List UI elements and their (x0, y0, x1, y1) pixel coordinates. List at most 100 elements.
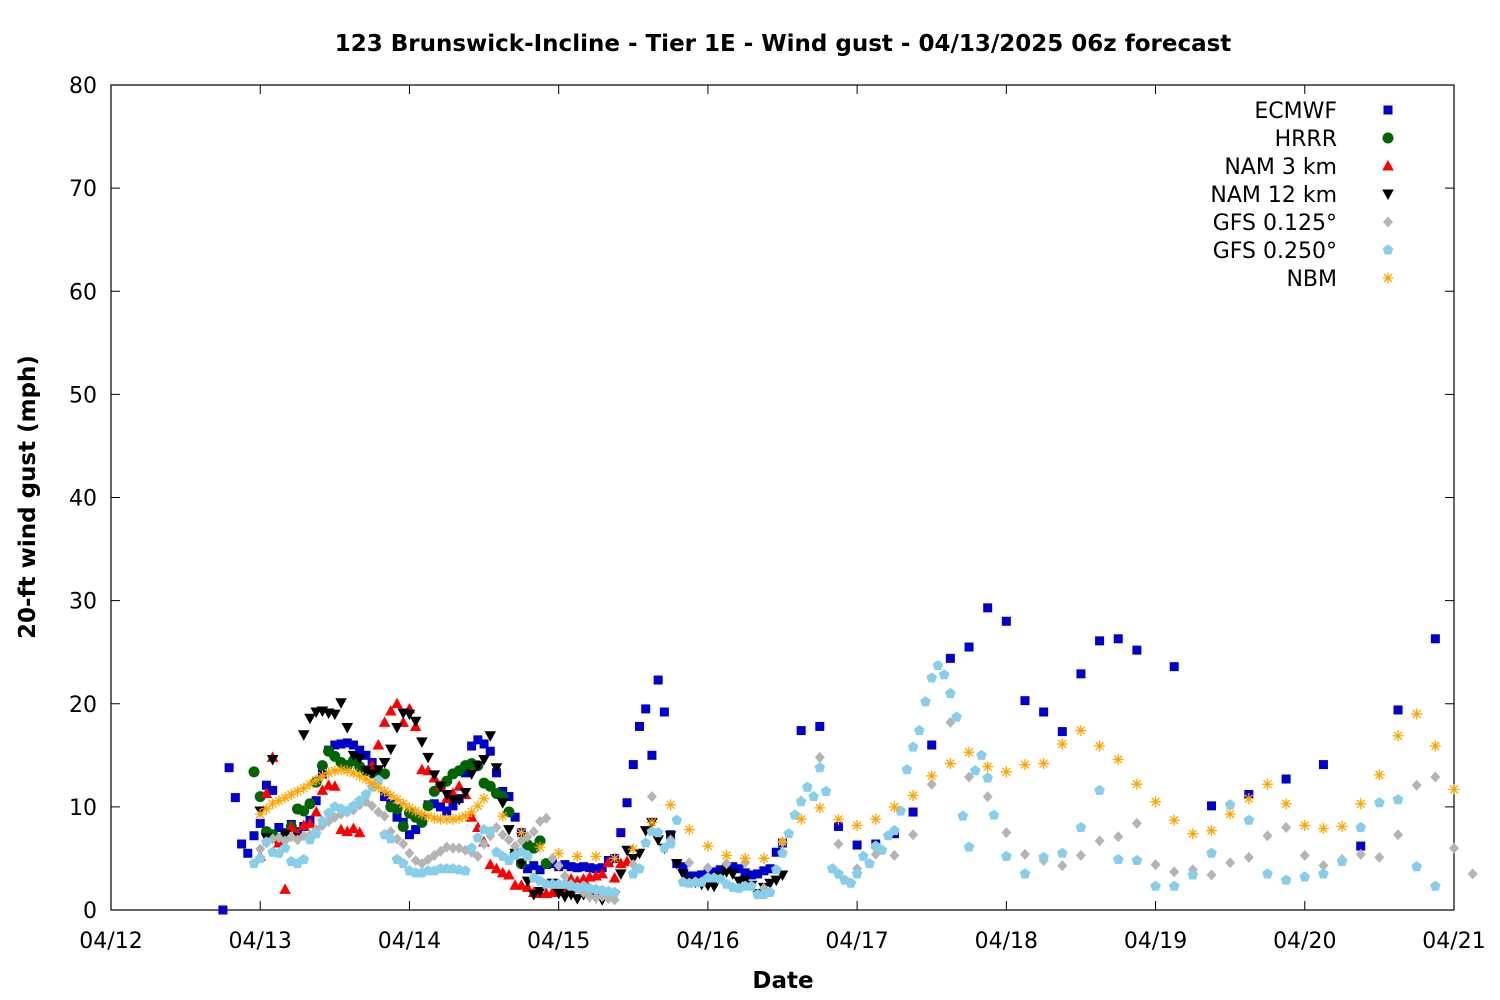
point-nbm (379, 785, 391, 797)
point-nam-3-km (490, 862, 503, 874)
point-nbm (254, 808, 266, 820)
point-nbm (795, 813, 807, 825)
point-gfs-0-250 (373, 774, 384, 785)
point-gfs-0-250 (254, 852, 266, 863)
point-ecmwf (255, 818, 265, 828)
point-gfs-0-125 (497, 829, 508, 841)
point-nam-12-km (565, 890, 577, 901)
x-tick-label: 04/12 (79, 929, 142, 954)
point-nam-12-km (515, 859, 528, 870)
point-nbm (1317, 823, 1329, 835)
point-ecmwf (342, 738, 352, 748)
point-gfs-0-125 (721, 858, 732, 870)
point-gfs-0-250 (976, 749, 987, 760)
point-gfs-0-125 (479, 838, 490, 850)
point-nbm (683, 824, 695, 836)
point-gfs-0-250 (777, 847, 788, 858)
point-gfs-0-250 (1318, 868, 1329, 879)
point-gfs-0-250 (957, 810, 969, 821)
point-nbm (1280, 798, 1292, 810)
point-nam-12-km (571, 894, 584, 905)
point-nbm (665, 799, 677, 811)
point-nam-3-km (372, 739, 385, 750)
point-ecmwf (1356, 841, 1366, 851)
point-nbm (459, 810, 471, 822)
point-hrrr (391, 803, 403, 815)
y-tick-label: 0 (83, 899, 97, 924)
point-gfs-0-250 (814, 762, 826, 773)
point-ecmwf (796, 726, 806, 736)
point-nbm (721, 849, 733, 861)
point-nbm (422, 810, 434, 822)
point-nbm (1187, 828, 1199, 840)
point-ecmwf (653, 675, 663, 685)
point-gfs-0-250 (1224, 799, 1236, 810)
x-tick-label: 04/16 (676, 929, 739, 954)
point-ecmwf (647, 750, 657, 760)
point-nbm (571, 850, 583, 862)
point-nam-3-km (484, 858, 497, 870)
y-tick-label: 20 (69, 693, 97, 718)
point-gfs-0-250 (1206, 847, 1217, 858)
point-gfs-0-250 (795, 796, 807, 807)
point-nbm (907, 790, 919, 802)
point-ecmwf (678, 862, 688, 872)
point-gfs-0-250 (261, 836, 272, 847)
point-gfs-0-250 (889, 824, 900, 836)
point-gfs-0-250 (1075, 821, 1087, 833)
point-nam-3-km (384, 704, 397, 716)
point-nbm (777, 836, 788, 848)
point-nbm (944, 758, 956, 770)
point-nbm (1392, 730, 1404, 742)
point-gfs-0-125 (889, 849, 900, 861)
point-nam-12-km (391, 722, 403, 734)
series-gfs-0-250 (248, 659, 1441, 900)
point-nbm (472, 800, 484, 812)
point-ecmwf (261, 780, 271, 790)
point-gfs-0-125 (584, 891, 595, 903)
point-nam-12-km (360, 766, 372, 777)
point-nam-12-km (552, 889, 565, 900)
chart-title: 123 Brunswick-Incline - Tier 1E - Wind g… (335, 31, 1232, 57)
point-gfs-0-250 (1392, 794, 1404, 805)
point-gfs-0-125 (1225, 857, 1236, 869)
point-gfs-0-250 (864, 857, 875, 869)
point-nbm (366, 777, 378, 789)
point-nam-12-km (677, 869, 689, 880)
y-tick-label: 70 (69, 177, 97, 202)
point-ecmwf (1076, 669, 1086, 679)
point-gfs-0-250 (783, 828, 795, 839)
point-nbm (1168, 814, 1180, 826)
point-ecmwf (728, 862, 738, 872)
point-nam-12-km (472, 761, 484, 772)
point-gfs-0-125 (1393, 829, 1404, 841)
point-nbm (609, 852, 621, 864)
point-ecmwf (927, 740, 937, 750)
series-nbm (254, 708, 1460, 864)
point-gfs-0-250 (1411, 861, 1423, 872)
point-nbm (347, 767, 359, 779)
point-nbm (1243, 793, 1255, 805)
point-gfs-0-250 (652, 827, 664, 838)
point-ecmwf (945, 653, 955, 663)
point-gfs-0-250 (951, 711, 962, 722)
point-gfs-0-125 (1355, 848, 1366, 860)
point-nbm (304, 778, 316, 790)
point-nam-12-km (304, 713, 316, 725)
legend-label-nam-3-km: NAM 3 km (1224, 155, 1337, 180)
point-nam-3-km (341, 825, 354, 837)
legend-marker-nbm (1382, 272, 1394, 284)
point-ecmwf (274, 823, 284, 832)
legend-marker-hrrr (1382, 132, 1394, 144)
point-ecmwf (659, 707, 669, 717)
point-ecmwf (1039, 707, 1049, 717)
point-ecmwf (908, 807, 918, 817)
point-nbm (416, 808, 428, 820)
point-ecmwf (709, 867, 719, 877)
point-nbm (832, 813, 844, 825)
point-nam-12-km (770, 875, 783, 887)
point-gfs-0-250 (466, 842, 477, 853)
point-ecmwf (622, 798, 632, 808)
point-gfs-0-250 (1336, 855, 1348, 867)
point-gfs-0-250 (808, 790, 819, 802)
